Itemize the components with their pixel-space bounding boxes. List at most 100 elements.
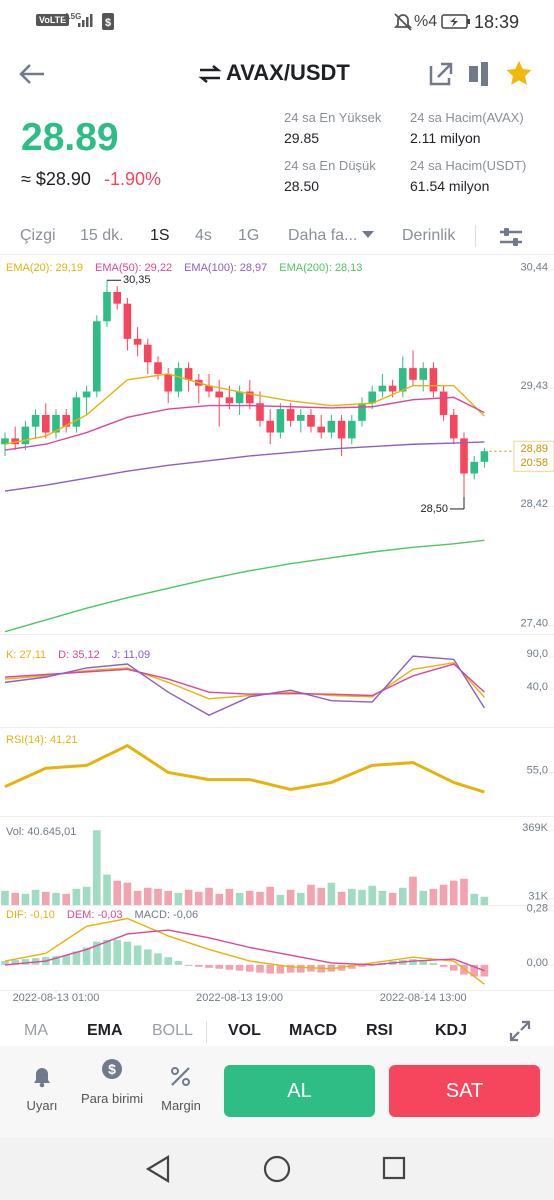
candle-body bbox=[348, 420, 356, 439]
indicator-tab[interactable]: BOLL bbox=[152, 1022, 193, 1039]
volume-bar bbox=[460, 878, 468, 905]
candle-body bbox=[429, 368, 438, 392]
volume-bar bbox=[82, 886, 91, 905]
indicator-tab[interactable]: MACD bbox=[289, 1022, 337, 1039]
share-icon[interactable] bbox=[428, 61, 454, 87]
candle-body bbox=[286, 409, 295, 421]
candle-body bbox=[184, 368, 193, 380]
candle-body bbox=[1, 438, 9, 445]
currency-icon[interactable]: $ bbox=[101, 1058, 123, 1080]
buy-button[interactable]: AL bbox=[224, 1065, 375, 1117]
sell-button[interactable]: SAT bbox=[389, 1065, 540, 1117]
legend-entry: RSI(14): 41,21 bbox=[6, 734, 78, 746]
volume-bar bbox=[256, 891, 264, 905]
favorite-star[interactable] bbox=[505, 60, 533, 86]
stat-label: 24 sa Hacim(USDT) bbox=[410, 158, 527, 173]
legend-entry: EMA(200): 28,13 bbox=[279, 262, 362, 274]
candle-body bbox=[154, 362, 162, 374]
indicator-tab[interactable]: VOL bbox=[228, 1022, 261, 1039]
candle-body bbox=[358, 403, 366, 421]
volume-bar bbox=[184, 889, 193, 905]
macd-bar bbox=[358, 964, 366, 967]
macd-bar bbox=[235, 964, 244, 971]
alert-icon[interactable] bbox=[32, 1066, 52, 1088]
indicator-tab[interactable]: EMA bbox=[87, 1022, 123, 1039]
volume-bar bbox=[307, 884, 315, 905]
pair-title[interactable]: AVAX/USDT bbox=[226, 60, 350, 85]
y-tick-label: 28,42 bbox=[520, 498, 548, 510]
legend-entry: Vol: 40.645,01 bbox=[6, 826, 76, 838]
margin-button[interactable]: Margin bbox=[161, 1098, 201, 1113]
indicator-line bbox=[4, 661, 485, 700]
macd-bar bbox=[205, 964, 213, 968]
dropdown-arrow[interactable] bbox=[362, 230, 374, 240]
volume-bar bbox=[378, 890, 387, 905]
macd-bar bbox=[174, 961, 183, 965]
candle-body bbox=[93, 321, 101, 392]
candle-body bbox=[470, 461, 478, 474]
interval-tab[interactable]: 1G bbox=[238, 227, 260, 244]
annotation-label: 28,50 bbox=[420, 503, 448, 515]
macd-bar bbox=[419, 961, 427, 965]
macd-bar bbox=[144, 949, 152, 965]
macd-bar bbox=[52, 956, 60, 965]
macd-bar bbox=[225, 964, 234, 970]
macd-bar bbox=[450, 964, 458, 971]
indicator-line bbox=[4, 917, 485, 985]
candle-body bbox=[307, 414, 315, 427]
stat-value: 2.11 milyon bbox=[410, 130, 481, 146]
candle-body bbox=[317, 426, 325, 433]
interval-tab[interactable]: Çizgi bbox=[20, 227, 56, 244]
margin-icon[interactable] bbox=[170, 1066, 192, 1088]
volume-bar bbox=[358, 889, 366, 905]
y-tick-label: 40,0 bbox=[527, 681, 548, 693]
volume-bar bbox=[450, 880, 458, 905]
macd-bar bbox=[62, 955, 70, 965]
price-change: -1.90% bbox=[104, 169, 162, 189]
legend-entry: DEM: -0,03 bbox=[67, 909, 123, 921]
volume-bar bbox=[174, 892, 183, 905]
alert-button[interactable]: Uyarı bbox=[26, 1098, 58, 1113]
candle-body bbox=[31, 414, 40, 427]
volume-bar bbox=[419, 890, 427, 905]
macd-bar bbox=[1, 961, 9, 965]
chart-mode-icon[interactable] bbox=[466, 60, 492, 88]
network-badge: VoLTE bbox=[36, 14, 70, 26]
interval-tab[interactable]: 15 dk. bbox=[80, 227, 124, 244]
swap-icon[interactable] bbox=[198, 64, 222, 84]
currency-button[interactable]: Para birimi bbox=[80, 1091, 144, 1106]
candle-body bbox=[297, 414, 305, 421]
stat-label: 24 sa En Düşük bbox=[284, 158, 376, 173]
indicator-line bbox=[4, 655, 485, 716]
volume-bar bbox=[399, 887, 407, 905]
x-tick-label: 2022-08-13 01:00 bbox=[13, 992, 100, 1004]
interval-tab[interactable]: Derinlik bbox=[402, 227, 456, 244]
interval-tab[interactable]: 4s bbox=[195, 227, 212, 244]
fullscreen-icon[interactable] bbox=[509, 1020, 531, 1042]
macd-bar bbox=[266, 964, 274, 974]
interval-tab[interactable]: 1S bbox=[150, 227, 170, 244]
candle-body bbox=[378, 385, 387, 392]
settings-icon[interactable] bbox=[498, 225, 524, 249]
candle-body bbox=[133, 338, 142, 345]
candle-body bbox=[327, 420, 336, 433]
volume-bar bbox=[388, 892, 397, 905]
volume-bar bbox=[266, 886, 274, 905]
stat-value: 61.54 milyon bbox=[410, 178, 490, 194]
indicator-tab[interactable]: KDJ bbox=[435, 1022, 468, 1039]
nav-buttons[interactable] bbox=[140, 1152, 420, 1186]
candle-body bbox=[266, 420, 274, 433]
annotation-label: 30,35 bbox=[123, 274, 151, 286]
svg-text:$: $ bbox=[105, 17, 111, 29]
volume-bar bbox=[103, 874, 111, 905]
macd-bar bbox=[470, 964, 478, 977]
back-button[interactable] bbox=[18, 62, 46, 86]
candle-body bbox=[276, 409, 285, 433]
indicator-tab[interactable]: RSI bbox=[366, 1022, 393, 1039]
volume-bar bbox=[72, 888, 81, 905]
interval-tab[interactable]: Daha fa... bbox=[288, 227, 358, 244]
clock: 18:39 bbox=[474, 12, 520, 32]
indicator-tab[interactable]: MA bbox=[24, 1022, 48, 1039]
volume-bar bbox=[93, 830, 101, 905]
mute-icon bbox=[393, 13, 413, 31]
